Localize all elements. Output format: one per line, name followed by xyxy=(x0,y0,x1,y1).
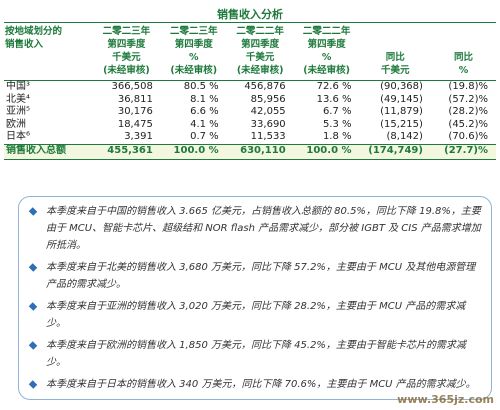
cell: 3,391 xyxy=(124,131,153,142)
cell: 5.3 % xyxy=(322,118,352,130)
cell: 0.7 % xyxy=(190,131,219,142)
region-label: 日本⁶ xyxy=(6,131,31,142)
header-line: 第四季度 xyxy=(107,39,146,50)
header-line: 二零二二年 xyxy=(236,26,284,37)
region-label: 北美⁴ xyxy=(6,93,31,105)
header-line: (未经审核) xyxy=(236,65,284,76)
header-line: 同比 xyxy=(385,52,405,63)
cell: 13.6 % xyxy=(316,93,352,105)
data-row: 欧洲 18,475 4.1 % 33,690 5.3 % (15,215) (45.2)% xyxy=(4,119,496,132)
total-label: 销售收入总额 xyxy=(4,143,92,160)
bullet xyxy=(28,302,38,311)
cell: (28.2)% xyxy=(448,106,488,117)
cell: (19.8)% xyxy=(448,81,488,92)
column-header: 二零二二年第四季度% (未经审核) xyxy=(293,22,360,81)
note-text: 本季度来自于亚洲的销售收入 3,020 万美元，同比下降 28.2%，主要由于 … xyxy=(46,301,466,329)
watermark: www.365jz.com xyxy=(397,393,494,406)
cell: 18,475 xyxy=(117,118,153,130)
cell: 6.6 % xyxy=(190,106,219,117)
notes-box: 本季度来自于中国的销售收入 3.665 亿美元，占销售收入总额的 80.5%，同… xyxy=(18,196,492,400)
note-item: 本季度来自于亚洲的销售收入 3,020 万美元，同比下降 28.2%，主要由于 … xyxy=(28,298,481,332)
cell: 456,876 xyxy=(244,81,286,92)
header-line: % xyxy=(458,65,469,76)
note-item: 本季度来自于欧洲的销售收入 1,850 万美元，同比下降 45.2%，主要由于智… xyxy=(28,337,481,371)
column-header: 二零二三年第四季度千美元 (未经审核) xyxy=(92,22,161,81)
note-item: 本季度来自于北美的销售收入 3,680 万美元，同比下降 57.2%，主要由于 … xyxy=(28,259,481,293)
cell: (11,879) xyxy=(380,106,423,117)
bullet xyxy=(28,263,38,272)
total-cell: 100.0 % xyxy=(293,143,360,160)
region-label: 中国³ xyxy=(6,81,31,92)
total-cell: 100.0 % xyxy=(160,143,227,160)
header-line: (未经审核) xyxy=(303,65,350,76)
column-header: 按地域划分的 销售收入 xyxy=(4,22,92,81)
cell: 6.7 % xyxy=(322,106,352,117)
cell: 8.1 % xyxy=(190,93,219,105)
note-item: 本季度来自于中国的销售收入 3.665 亿美元，占销售收入总额的 80.5%，同… xyxy=(28,203,481,254)
header-line: 第四季度 xyxy=(307,39,346,50)
cell: 366,508 xyxy=(111,81,153,92)
sales-table: 按地域划分的 销售收入 二零二三年 第四季度 千美元 (未经审核) 二零二三年 第四季度% (未… xyxy=(4,22,496,160)
cell: (45.2)% xyxy=(448,118,488,130)
cell: 72.6 % xyxy=(316,81,352,92)
header-line: 按地域划分的 xyxy=(5,26,63,37)
column-header: 同比% xyxy=(430,22,496,81)
cell: 30,176 xyxy=(117,106,153,117)
cell: (70.6)% xyxy=(448,131,488,142)
header-row: 按地域划分的 销售收入 二零二三年 第四季度 千美元 (未经审核) 二零二三年 第四季度% (未… xyxy=(4,22,496,81)
total-row: 销售收入总额 455,361 100.0 % 630,110 100.0 % (174,7… xyxy=(4,143,496,160)
note-text: 本季度来自于日本的销售收入 340 万美元，同比下降 70.6%，主要由于 MC… xyxy=(46,379,476,390)
cell: (57.2)% xyxy=(448,93,488,105)
region-label: 欧洲 xyxy=(6,118,26,130)
bullet xyxy=(28,341,38,350)
table-body: 中国³ 366,508 80.5 % 456,876 72.6 % (90,368) (19… xyxy=(4,81,496,160)
note-item: 本季度来自于日本的销售收入 340 万美元，同比下降 70.6%，主要由于 MC… xyxy=(28,376,481,393)
table-title: 销售收入分析 xyxy=(217,8,283,21)
cell: (90,368) xyxy=(380,81,423,92)
note-text: 本季度来自于欧洲的销售收入 1,850 万美元，同比下降 45.2%，主要由于智… xyxy=(46,340,466,368)
data-row: 北美⁴ 36,811 8.1 % 85,956 13.6 % (49,145) (57.2)… xyxy=(4,94,496,107)
cell: 42,055 xyxy=(250,106,286,117)
column-header: 二零二二年第四季度千美元 (未经审核) xyxy=(226,22,294,81)
cell: 36,811 xyxy=(117,93,153,105)
header-line: 第四季度 xyxy=(174,39,213,50)
cell: 4.1 % xyxy=(190,118,219,130)
cell: 33,690 xyxy=(250,118,286,130)
header-line: 千美元 xyxy=(380,65,410,76)
header-line: 二零二三年 xyxy=(102,26,151,37)
data-row: 日本⁶ 3,391 0.7 % 11,533 1.8 % (8,142) (70.6)% xyxy=(4,131,496,144)
header-line: (未经审核) xyxy=(170,65,218,76)
column-header: 同比 千美元 xyxy=(359,22,431,81)
header-line: 千美元 xyxy=(112,52,141,63)
total-cell: 455,361 xyxy=(92,143,161,160)
note-text: 本季度来自于北美的销售收入 3,680 万美元，同比下降 57.2%，主要由于 … xyxy=(46,262,476,290)
total-cell: (174,749) xyxy=(359,143,431,160)
cell: 80.5 % xyxy=(183,81,219,92)
bullet xyxy=(28,380,38,389)
header-line: % xyxy=(188,52,199,63)
header-line: 二零二二年 xyxy=(302,26,351,37)
total-cell: (27.7)% xyxy=(430,143,496,160)
bullet xyxy=(28,207,38,216)
total-cell: 630,110 xyxy=(226,143,294,160)
data-row: 中国³ 366,508 80.5 % 456,876 72.6 % (90,368) (19… xyxy=(4,81,496,94)
cell: 85,956 xyxy=(250,93,286,105)
header-line: 第四季度 xyxy=(241,39,280,50)
column-header: 二零二三年第四季度% (未经审核) xyxy=(160,22,227,81)
cell: (8,142) xyxy=(386,131,423,142)
header-line: 销售收入 xyxy=(5,39,44,50)
region-label: 亚洲⁵ xyxy=(6,106,31,117)
header-line: % xyxy=(321,52,332,63)
data-row: 亚洲⁵ 30,176 6.6 % 42,055 6.7 % (11,879) (28.2)% xyxy=(4,106,496,119)
header-line: 二零二三年 xyxy=(170,26,218,37)
header-line: 千美元 xyxy=(245,52,275,63)
cell: 11,533 xyxy=(250,131,286,142)
cell: (15,215) xyxy=(380,118,423,130)
note-text: 本季度来自于中国的销售收入 3.665 亿美元，占销售收入总额的 80.5%，同… xyxy=(46,206,481,251)
cell: (49,145) xyxy=(380,93,423,105)
header-line: (未经审核) xyxy=(103,65,150,76)
cell: 1.8 % xyxy=(322,131,352,142)
header-line: 同比 xyxy=(453,52,473,63)
